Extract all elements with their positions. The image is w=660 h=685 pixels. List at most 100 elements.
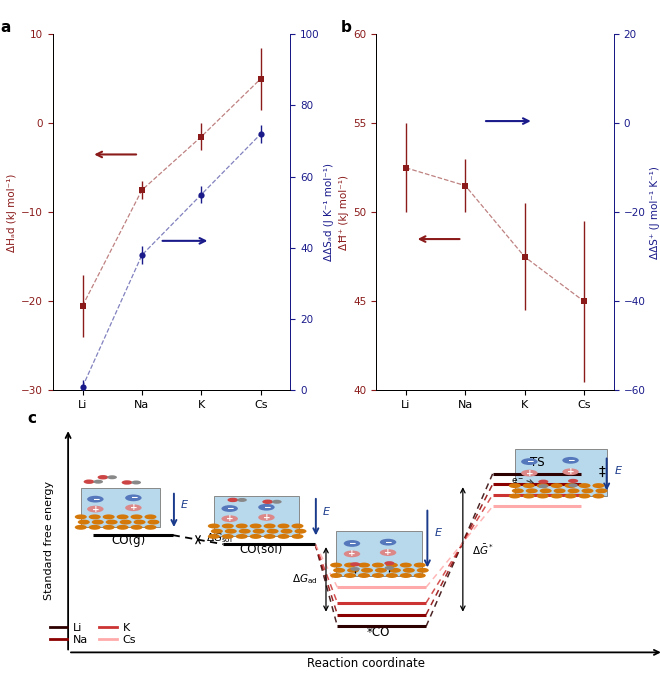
Text: b: b xyxy=(341,20,351,35)
Circle shape xyxy=(358,562,370,568)
Circle shape xyxy=(236,534,248,539)
Circle shape xyxy=(344,562,356,568)
Circle shape xyxy=(372,573,384,578)
Circle shape xyxy=(258,514,275,521)
Circle shape xyxy=(228,498,238,502)
Circle shape xyxy=(595,488,607,493)
Text: −: − xyxy=(226,504,234,513)
Circle shape xyxy=(103,525,115,530)
Circle shape xyxy=(537,494,548,499)
Circle shape xyxy=(562,469,579,475)
Circle shape xyxy=(262,499,273,504)
Circle shape xyxy=(400,573,412,578)
Circle shape xyxy=(253,529,265,534)
Circle shape xyxy=(121,480,133,485)
Circle shape xyxy=(208,523,220,528)
Circle shape xyxy=(117,514,129,519)
Circle shape xyxy=(145,525,156,530)
Text: $\Delta G_{\rm sol}$: $\Delta G_{\rm sol}$ xyxy=(206,532,232,545)
Text: −: − xyxy=(92,495,99,503)
Circle shape xyxy=(267,529,279,534)
Circle shape xyxy=(277,523,290,528)
Circle shape xyxy=(521,458,538,465)
Circle shape xyxy=(125,504,142,511)
Circle shape xyxy=(258,504,275,510)
Circle shape xyxy=(211,529,223,534)
Circle shape xyxy=(147,520,160,525)
Circle shape xyxy=(119,520,131,525)
Y-axis label: ΔΔSₐd (J K⁻¹ mol⁻¹): ΔΔSₐd (J K⁻¹ mol⁻¹) xyxy=(324,163,334,262)
Bar xyxy=(336,531,422,575)
Bar xyxy=(81,488,160,527)
Circle shape xyxy=(87,506,104,512)
Text: $E$: $E$ xyxy=(180,498,189,510)
Circle shape xyxy=(509,494,521,499)
Circle shape xyxy=(125,495,142,501)
Circle shape xyxy=(509,483,521,488)
Circle shape xyxy=(131,525,143,530)
Circle shape xyxy=(208,534,220,539)
Circle shape xyxy=(564,494,577,499)
Circle shape xyxy=(385,566,394,570)
Text: +: + xyxy=(525,469,533,477)
Circle shape xyxy=(593,483,605,488)
Text: −: − xyxy=(567,456,574,465)
Circle shape xyxy=(106,520,117,525)
Bar xyxy=(515,449,607,496)
Text: TS: TS xyxy=(530,456,544,469)
Circle shape xyxy=(222,505,238,512)
Circle shape xyxy=(414,573,426,578)
Circle shape xyxy=(272,500,282,503)
Text: −: − xyxy=(384,538,392,547)
Text: Standard free energy: Standard free energy xyxy=(44,481,54,600)
Text: +: + xyxy=(129,503,137,512)
Circle shape xyxy=(593,494,605,499)
Circle shape xyxy=(554,488,566,493)
Text: $E$: $E$ xyxy=(434,526,443,538)
Circle shape xyxy=(249,534,261,539)
Circle shape xyxy=(239,529,251,534)
Circle shape xyxy=(277,534,290,539)
Circle shape xyxy=(581,488,593,493)
Circle shape xyxy=(568,484,578,487)
Circle shape xyxy=(568,488,579,493)
Circle shape xyxy=(133,520,146,525)
Y-axis label: ΔĦ⁺ (kJ mol⁻¹): ΔĦ⁺ (kJ mol⁻¹) xyxy=(339,175,349,250)
Circle shape xyxy=(568,479,578,483)
Bar xyxy=(214,496,300,536)
Circle shape xyxy=(93,479,103,484)
Circle shape xyxy=(333,568,345,573)
Text: −: − xyxy=(263,503,270,512)
Circle shape xyxy=(222,523,234,528)
Circle shape xyxy=(344,540,360,547)
Circle shape xyxy=(350,567,360,571)
Text: a: a xyxy=(1,20,11,35)
Circle shape xyxy=(75,514,87,519)
Circle shape xyxy=(386,573,398,578)
Text: $E$: $E$ xyxy=(614,464,623,476)
Circle shape xyxy=(145,514,156,519)
Text: $\ddagger$: $\ddagger$ xyxy=(599,464,607,479)
Circle shape xyxy=(564,483,577,488)
Circle shape xyxy=(131,480,141,484)
Circle shape xyxy=(523,494,535,499)
Circle shape xyxy=(380,539,396,545)
Circle shape xyxy=(416,568,429,573)
Circle shape xyxy=(280,529,292,534)
Circle shape xyxy=(92,520,104,525)
Circle shape xyxy=(539,484,548,488)
Circle shape xyxy=(361,568,373,573)
Text: $E$: $E$ xyxy=(322,505,331,516)
Text: +: + xyxy=(263,513,270,522)
Text: +: + xyxy=(348,549,356,558)
Circle shape xyxy=(347,568,359,573)
Circle shape xyxy=(562,457,579,464)
Circle shape xyxy=(414,562,426,568)
Y-axis label: ΔHₐd (kJ mol⁻¹): ΔHₐd (kJ mol⁻¹) xyxy=(7,173,17,251)
Y-axis label: ΔΔS⁺ (J mol⁻¹ K⁻¹): ΔΔS⁺ (J mol⁻¹ K⁻¹) xyxy=(649,166,659,259)
Circle shape xyxy=(222,515,238,522)
Circle shape xyxy=(330,573,342,578)
Circle shape xyxy=(512,488,524,493)
Circle shape xyxy=(350,562,360,566)
Circle shape xyxy=(108,475,117,480)
